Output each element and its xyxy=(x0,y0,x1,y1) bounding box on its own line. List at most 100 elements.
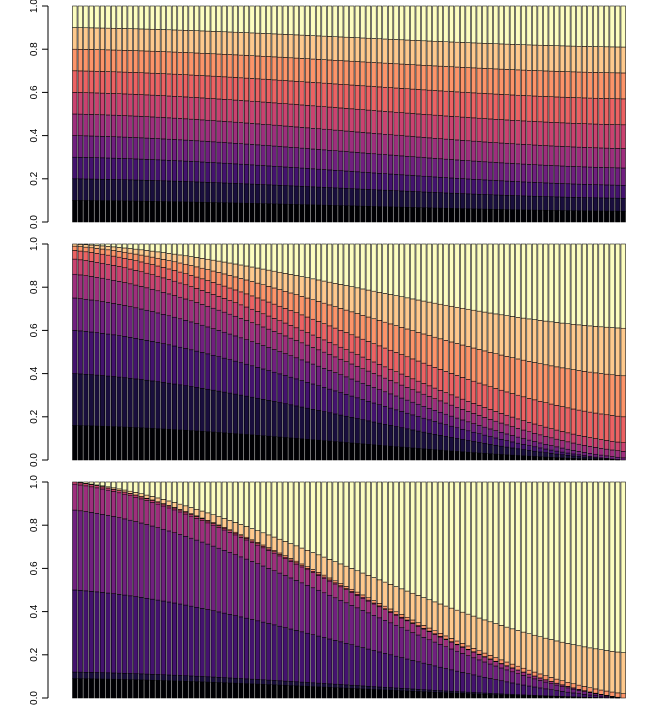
bar-segment xyxy=(476,243,482,312)
bar-segment xyxy=(332,481,338,562)
bar-segment xyxy=(570,324,576,370)
bar-segment xyxy=(399,411,405,428)
bar-segment xyxy=(315,575,322,591)
bar-segment xyxy=(221,550,227,614)
bar-segment xyxy=(576,183,582,198)
bar-segment xyxy=(243,143,250,165)
bar-segment xyxy=(83,244,89,248)
bar-segment xyxy=(399,88,405,113)
bar-segment xyxy=(232,202,238,223)
bar-segment xyxy=(111,426,117,461)
bar-segment xyxy=(437,666,443,691)
bar-segment xyxy=(227,300,233,315)
bar-segment xyxy=(498,5,504,45)
bar-segment xyxy=(138,179,144,202)
bar-segment xyxy=(310,128,316,150)
bar-segment xyxy=(526,44,532,71)
bar-segment xyxy=(210,141,216,163)
bar-segment xyxy=(581,445,587,453)
bar-segment xyxy=(598,439,604,449)
bar-segment xyxy=(210,202,216,223)
bar-segment xyxy=(493,420,499,431)
bar-segment xyxy=(99,253,106,264)
bar-segment xyxy=(188,507,194,514)
bar-segment xyxy=(371,343,377,363)
bar-segment xyxy=(460,178,466,194)
bar-segment xyxy=(315,105,322,130)
bar-segment xyxy=(183,348,189,386)
bar-segment xyxy=(177,481,183,505)
bar-segment xyxy=(554,405,560,431)
bar-segment xyxy=(255,144,261,166)
bar-segment xyxy=(266,328,272,348)
bar-segment xyxy=(437,481,443,605)
bar-segment xyxy=(338,374,344,393)
bar-segment xyxy=(171,532,178,604)
bar-segment xyxy=(498,243,504,316)
bar-segment xyxy=(570,688,576,694)
bar-segment xyxy=(299,406,305,440)
bar-segment xyxy=(83,260,89,276)
bar-segment xyxy=(498,454,504,461)
bar-segment xyxy=(88,49,94,72)
bar-segment xyxy=(271,570,277,626)
bar-segment xyxy=(448,192,455,209)
bar-segment xyxy=(338,308,344,331)
bar-segment xyxy=(171,295,178,318)
bar-segment xyxy=(598,5,604,47)
bar-segment xyxy=(194,518,200,541)
bar-segment xyxy=(72,113,78,136)
bar-segment xyxy=(421,191,427,208)
bar-segment xyxy=(482,141,488,163)
bar-segment xyxy=(216,682,222,699)
bar-segment xyxy=(293,204,299,223)
bar-segment xyxy=(548,689,554,697)
bar-segment xyxy=(399,688,405,692)
bar-segment xyxy=(271,436,277,461)
bar-segment xyxy=(271,401,277,437)
bar-segment xyxy=(565,691,571,697)
bar-segment xyxy=(105,375,111,427)
bar-segment xyxy=(277,166,283,186)
bar-segment xyxy=(332,561,338,582)
bar-segment xyxy=(227,54,233,78)
bar-segment xyxy=(133,179,139,202)
bar-segment xyxy=(111,516,117,594)
bar-segment xyxy=(149,50,155,74)
bar-segment xyxy=(421,243,427,302)
bar-segment xyxy=(426,157,432,177)
bar-segment xyxy=(587,197,593,212)
bar-segment xyxy=(349,37,355,62)
bar-segment xyxy=(282,322,288,337)
bar-segment xyxy=(376,5,383,40)
bar-segment xyxy=(288,57,294,82)
bar-segment xyxy=(232,433,238,461)
bar-segment xyxy=(271,56,277,81)
bar-segment xyxy=(498,694,504,699)
bar-segment xyxy=(199,481,205,512)
bar-segment xyxy=(609,415,615,442)
bar-segment xyxy=(171,481,178,503)
bar-segment xyxy=(77,373,83,426)
bar-segment xyxy=(299,127,305,149)
bar-segment xyxy=(133,270,139,286)
bar-segment xyxy=(532,5,538,46)
bar-segment xyxy=(526,318,532,362)
bar-segment xyxy=(277,538,283,554)
bar-segment xyxy=(282,680,288,686)
bar-segment xyxy=(321,368,327,388)
bar-segment xyxy=(105,678,111,699)
bar-segment xyxy=(216,76,222,100)
bar-segment xyxy=(260,101,266,125)
bar-segment xyxy=(548,365,554,405)
bar-segment xyxy=(221,273,227,287)
bar-segment xyxy=(509,454,515,461)
bar-segment xyxy=(382,154,388,174)
bar-segment xyxy=(354,418,360,444)
bar-segment xyxy=(554,450,560,455)
bar-segment xyxy=(166,51,172,75)
bar-segment xyxy=(238,481,244,525)
bar-segment xyxy=(77,484,83,512)
bar-segment xyxy=(598,481,604,650)
bar-segment xyxy=(304,686,310,699)
